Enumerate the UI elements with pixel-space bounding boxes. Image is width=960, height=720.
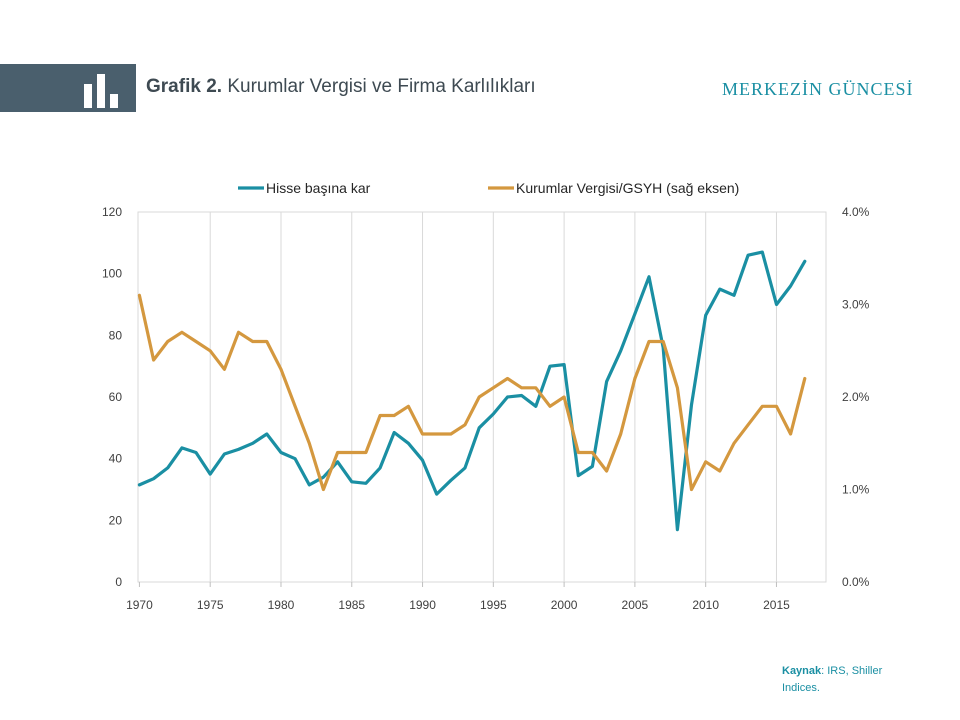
page-title: Grafik 2. Kurumlar Vergisi ve Firma Karl… [146, 76, 536, 98]
x-tick-label: 2015 [763, 598, 790, 612]
y-right-tick-label: 0.0% [842, 575, 870, 589]
bar-chart-icon [84, 74, 118, 108]
x-tick-label: 1975 [197, 598, 224, 612]
legend-label-2: Kurumlar Vergisi/GSYH (sağ eksen) [516, 180, 739, 196]
header-band [0, 64, 136, 112]
y-left-tick-label: 80 [109, 328, 123, 342]
source-note: Kaynak: IRS, Shiller Indices. [782, 663, 902, 697]
y-left-tick-label: 40 [109, 452, 123, 466]
x-tick-label: 1970 [126, 598, 153, 612]
x-tick-label: 1995 [480, 598, 507, 612]
y-left-tick-label: 60 [109, 390, 123, 404]
series-line-1 [137, 250, 807, 532]
y-left-tick-label: 0 [115, 575, 122, 589]
y-left-tick-label: 20 [109, 513, 123, 527]
title-text: Kurumlar Vergisi ve Firma Karlılıkları [227, 76, 536, 97]
y-right-tick-label: 1.0% [842, 483, 870, 497]
y-right-tick-label: 4.0% [842, 205, 870, 219]
series-line-2 [137, 293, 807, 492]
x-tick-label: 1985 [338, 598, 365, 612]
y-right-tick-label: 3.0% [842, 298, 870, 312]
source-text: : IRS, Shiller Indices. [782, 665, 883, 694]
brand-logo-text: MERKEZİN GÜNCESİ [722, 79, 914, 99]
plot-area [137, 211, 827, 583]
x-tick-label: 1980 [268, 598, 295, 612]
x-tick-label: 2000 [551, 598, 578, 612]
legend-label-1: Hisse başına kar [266, 180, 371, 196]
x-tick-label: 2010 [692, 598, 719, 612]
y-left-tick-label: 100 [102, 267, 122, 281]
y-left-tick-label: 120 [102, 205, 122, 219]
source-label: Kaynak [782, 665, 822, 677]
x-tick-label: 1990 [409, 598, 436, 612]
x-tick-label: 2005 [622, 598, 649, 612]
title-number: Grafik 2. [146, 76, 223, 97]
y-right-tick-label: 2.0% [842, 390, 870, 404]
